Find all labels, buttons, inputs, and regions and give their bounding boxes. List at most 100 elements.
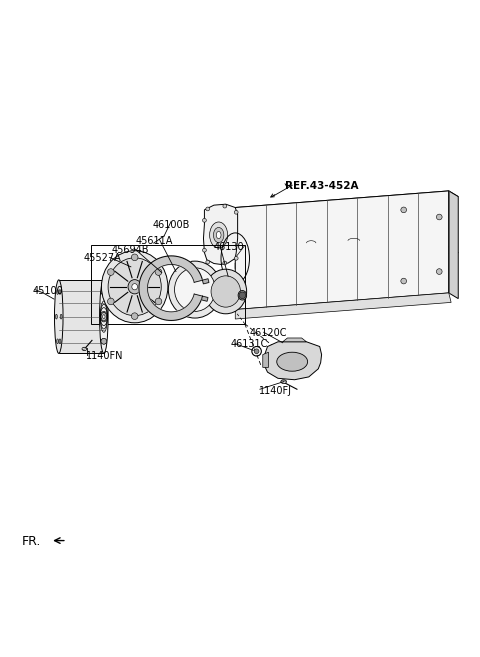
Ellipse shape	[57, 290, 59, 294]
Polygon shape	[167, 311, 169, 321]
Polygon shape	[171, 312, 174, 321]
Polygon shape	[146, 304, 154, 311]
Circle shape	[101, 338, 107, 344]
Polygon shape	[150, 306, 157, 314]
Circle shape	[234, 210, 238, 214]
Polygon shape	[204, 204, 238, 265]
Polygon shape	[192, 298, 201, 303]
Ellipse shape	[211, 276, 240, 307]
Circle shape	[239, 292, 246, 299]
Circle shape	[108, 269, 114, 275]
Polygon shape	[178, 310, 183, 319]
Circle shape	[101, 314, 107, 319]
Ellipse shape	[57, 339, 59, 344]
Polygon shape	[139, 289, 148, 292]
Polygon shape	[190, 267, 198, 275]
Polygon shape	[192, 299, 200, 305]
Polygon shape	[148, 305, 156, 312]
Polygon shape	[190, 302, 198, 309]
Polygon shape	[283, 338, 306, 342]
Ellipse shape	[168, 261, 221, 318]
Polygon shape	[143, 271, 151, 277]
Circle shape	[203, 248, 206, 252]
Text: 1140FN: 1140FN	[86, 351, 123, 361]
Polygon shape	[139, 287, 147, 289]
Polygon shape	[154, 260, 160, 268]
Polygon shape	[152, 307, 158, 315]
Polygon shape	[186, 306, 193, 313]
Circle shape	[401, 207, 407, 213]
Polygon shape	[141, 296, 149, 301]
Ellipse shape	[59, 290, 61, 294]
Ellipse shape	[214, 227, 224, 242]
Polygon shape	[263, 352, 268, 367]
Polygon shape	[191, 300, 199, 307]
Polygon shape	[235, 191, 458, 214]
Polygon shape	[162, 257, 166, 265]
Circle shape	[155, 298, 162, 305]
Polygon shape	[141, 275, 149, 281]
Polygon shape	[183, 260, 189, 269]
Polygon shape	[169, 256, 171, 265]
Ellipse shape	[56, 314, 57, 319]
Polygon shape	[157, 309, 163, 319]
Ellipse shape	[101, 251, 168, 323]
Ellipse shape	[60, 314, 62, 319]
Polygon shape	[164, 311, 168, 320]
Polygon shape	[188, 304, 196, 311]
Circle shape	[254, 349, 259, 353]
Polygon shape	[178, 258, 183, 266]
Polygon shape	[184, 307, 191, 315]
Circle shape	[132, 313, 138, 319]
Polygon shape	[139, 283, 148, 286]
Ellipse shape	[59, 339, 61, 344]
Polygon shape	[157, 258, 163, 267]
Circle shape	[234, 256, 238, 260]
Polygon shape	[162, 311, 166, 320]
Text: 45100: 45100	[33, 286, 63, 296]
Polygon shape	[156, 259, 161, 267]
Polygon shape	[143, 299, 151, 305]
Polygon shape	[194, 278, 203, 283]
Polygon shape	[59, 280, 104, 353]
Polygon shape	[140, 278, 149, 282]
Circle shape	[101, 314, 107, 319]
Polygon shape	[186, 263, 193, 271]
Polygon shape	[171, 256, 174, 265]
Polygon shape	[264, 342, 322, 380]
Circle shape	[206, 207, 210, 211]
Text: REF.43-452A: REF.43-452A	[285, 181, 359, 191]
Polygon shape	[194, 294, 203, 298]
Circle shape	[155, 269, 162, 275]
Polygon shape	[191, 269, 199, 276]
Circle shape	[101, 338, 107, 344]
Circle shape	[101, 289, 107, 295]
Polygon shape	[173, 256, 176, 265]
Polygon shape	[193, 296, 202, 301]
Polygon shape	[181, 309, 187, 317]
Circle shape	[108, 298, 114, 305]
Polygon shape	[152, 261, 158, 269]
Polygon shape	[235, 293, 451, 319]
Polygon shape	[156, 309, 161, 317]
Ellipse shape	[128, 280, 141, 294]
Text: 46130: 46130	[214, 242, 244, 252]
Circle shape	[436, 214, 442, 220]
Text: 46120C: 46120C	[250, 328, 287, 338]
Polygon shape	[142, 273, 150, 279]
Polygon shape	[145, 302, 153, 309]
Text: 45694B: 45694B	[111, 245, 149, 255]
Polygon shape	[175, 311, 179, 320]
Circle shape	[401, 278, 407, 284]
Polygon shape	[148, 264, 156, 272]
Polygon shape	[177, 257, 180, 265]
Polygon shape	[164, 256, 168, 265]
Polygon shape	[192, 273, 201, 279]
Polygon shape	[142, 298, 150, 303]
Circle shape	[223, 204, 227, 208]
Polygon shape	[235, 191, 449, 309]
Polygon shape	[145, 267, 153, 275]
Ellipse shape	[205, 269, 247, 314]
Polygon shape	[188, 266, 196, 273]
Text: 1140FJ: 1140FJ	[259, 386, 292, 396]
